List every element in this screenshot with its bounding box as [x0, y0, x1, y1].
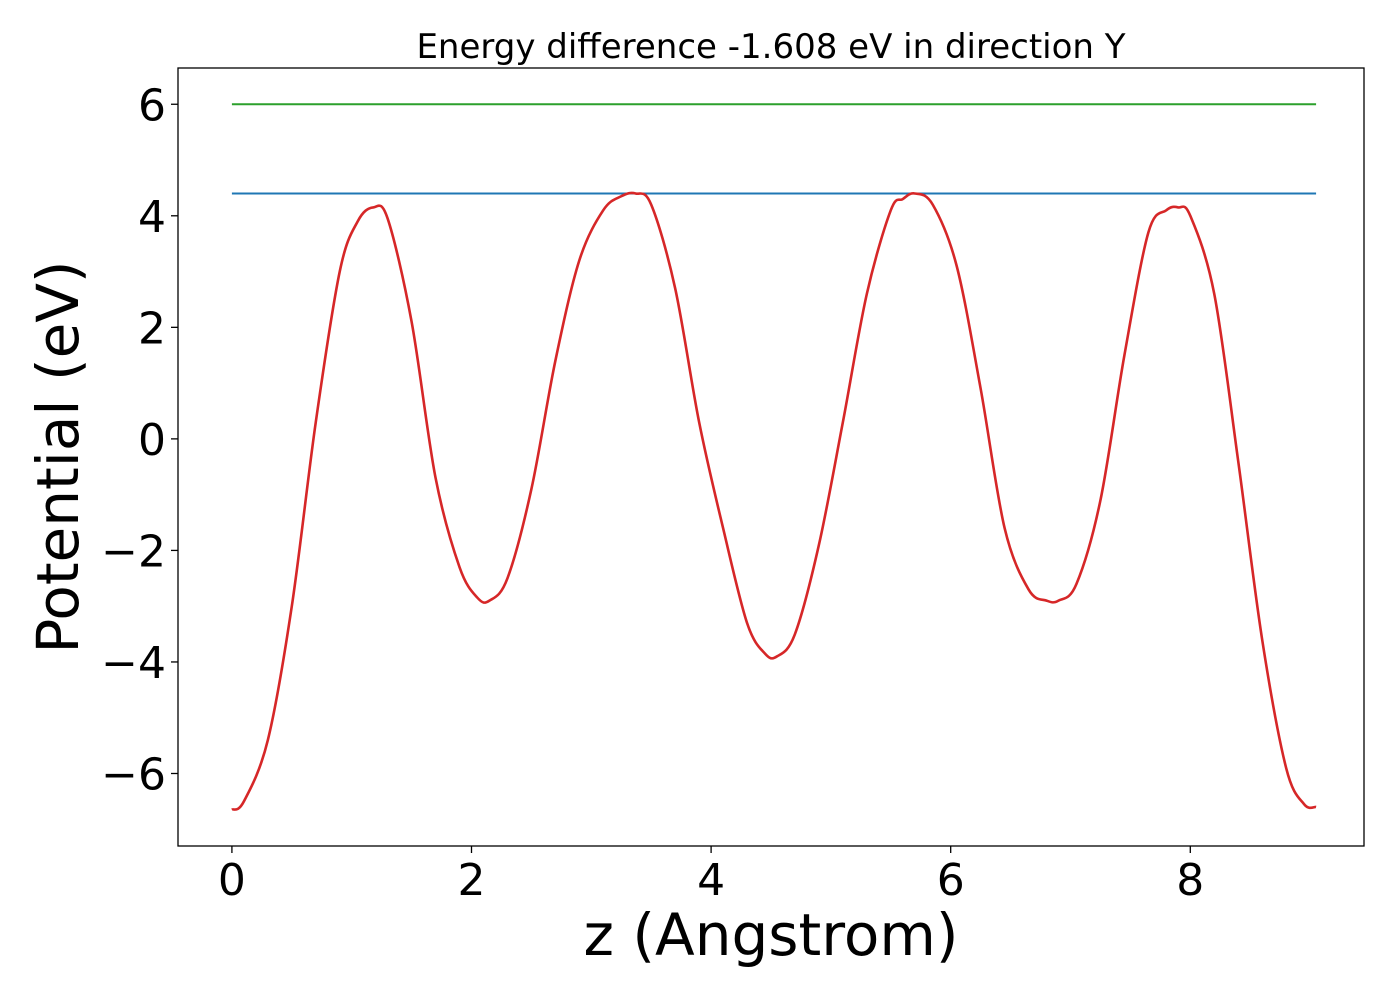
x-tick-label: 0 — [218, 855, 246, 906]
y-tick-label: 4 — [138, 192, 166, 243]
y-tick-label: −4 — [101, 638, 166, 689]
x-tick-label: 8 — [1176, 855, 1204, 906]
y-tick-label: 2 — [138, 303, 166, 354]
y-tick-label: 0 — [138, 415, 166, 466]
x-tick-label: 6 — [937, 855, 965, 906]
y-axis-label: Potential (eV) — [24, 260, 92, 653]
series-layer — [231, 103, 1317, 811]
x-axis: 0 2 4 6 8 — [218, 846, 1204, 906]
plot-frame — [177, 67, 1365, 847]
x-axis-label: z (Angstrom) — [584, 901, 959, 969]
chart-title: Energy difference -1.608 eV in direction… — [416, 27, 1125, 67]
y-tick-label: −6 — [101, 749, 166, 800]
y-axis: −6 −4 −2 0 2 4 6 — [101, 80, 178, 800]
y-tick-label: −2 — [101, 526, 166, 577]
series-line-3 — [231, 191, 1317, 811]
y-tick-label: 6 — [138, 80, 166, 131]
x-tick-label: 2 — [458, 855, 486, 906]
x-tick-label: 4 — [697, 855, 725, 906]
